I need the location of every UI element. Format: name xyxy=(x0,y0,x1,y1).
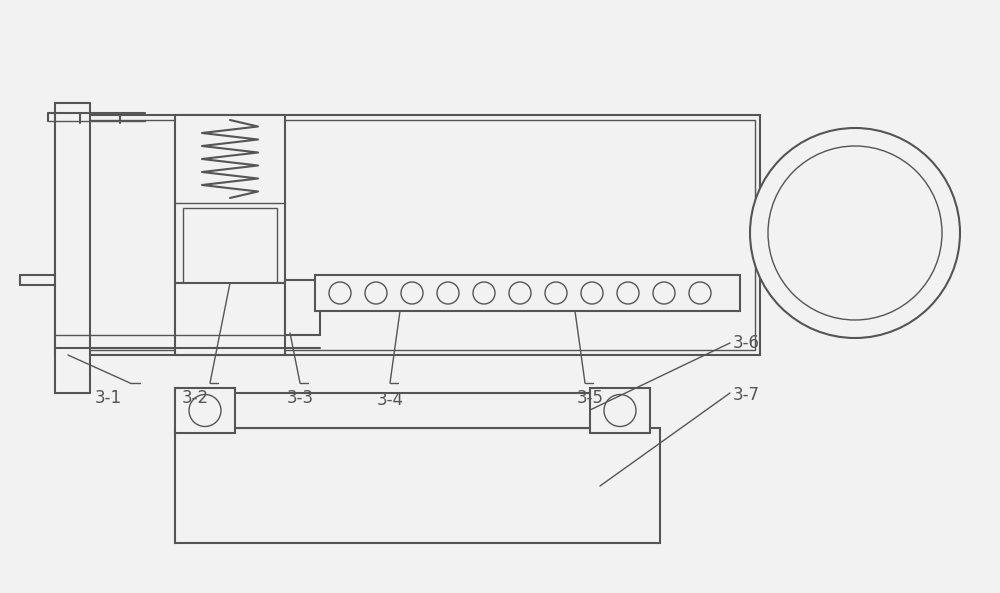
Bar xyxy=(175,428,660,543)
Bar xyxy=(590,388,650,433)
Text: 3-6: 3-6 xyxy=(733,334,760,352)
Bar xyxy=(175,115,285,283)
Circle shape xyxy=(604,394,636,426)
Circle shape xyxy=(329,282,351,304)
Bar xyxy=(60,120,755,350)
Circle shape xyxy=(437,282,459,304)
Circle shape xyxy=(768,146,942,320)
Circle shape xyxy=(401,282,423,304)
Circle shape xyxy=(545,282,567,304)
Circle shape xyxy=(617,282,639,304)
Bar xyxy=(55,115,760,355)
Text: 3-7: 3-7 xyxy=(733,386,760,404)
Text: 3-3: 3-3 xyxy=(286,389,314,407)
Bar xyxy=(55,103,90,393)
Circle shape xyxy=(653,282,675,304)
Bar xyxy=(315,275,740,311)
Circle shape xyxy=(473,282,495,304)
Text: 3-1: 3-1 xyxy=(94,389,122,407)
Bar xyxy=(175,388,235,433)
Text: 3-2: 3-2 xyxy=(181,389,209,407)
Bar xyxy=(285,280,320,335)
Text: 3-4: 3-4 xyxy=(376,391,404,409)
Circle shape xyxy=(750,128,960,338)
Circle shape xyxy=(689,282,711,304)
Circle shape xyxy=(365,282,387,304)
Text: 3-5: 3-5 xyxy=(576,389,604,407)
Circle shape xyxy=(189,394,221,426)
Bar xyxy=(183,208,277,283)
Circle shape xyxy=(509,282,531,304)
Bar xyxy=(175,283,285,355)
Circle shape xyxy=(581,282,603,304)
Bar xyxy=(215,393,620,428)
